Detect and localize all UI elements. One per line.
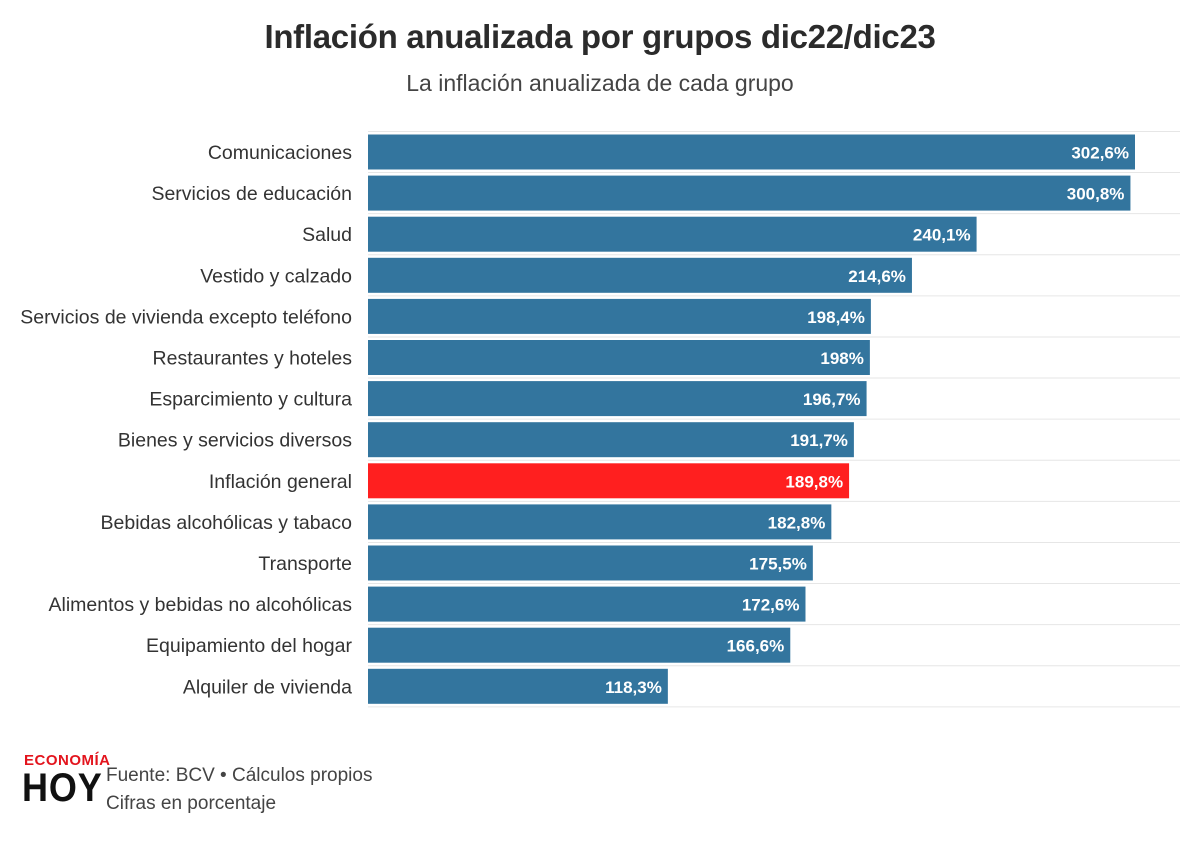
bar-value-label: 198,4% [807, 308, 865, 327]
chart-title: Inflación anualizada por grupos dic22/di… [264, 18, 936, 55]
bar-value-label: 300,8% [1067, 185, 1125, 204]
unit-line: Cifras en porcentaje [106, 793, 277, 814]
bar-value-label: 198% [820, 349, 863, 368]
bar [368, 627, 791, 663]
category-label: Vestido y calzado [200, 265, 352, 287]
category-label: Salud [302, 224, 352, 246]
bar [368, 298, 871, 334]
source-note: Fuente: BCV • Cálculos propios Cifras en… [106, 762, 372, 818]
bar-value-label: 214,6% [848, 267, 906, 286]
bar-value-label: 302,6% [1071, 144, 1129, 163]
category-label: Servicios de vivienda excepto teléfono [20, 306, 352, 328]
bar [368, 422, 854, 458]
logo-top-text: ECONOMÍA [24, 752, 111, 769]
bar-value-label: 172,6% [742, 596, 800, 615]
category-label: Inflación general [209, 471, 352, 493]
bar [368, 504, 832, 540]
bar [368, 175, 1131, 211]
bar [368, 586, 806, 622]
category-label: Transporte [258, 553, 352, 575]
bar-value-label: 175,5% [749, 555, 807, 574]
bar [368, 381, 867, 417]
bar-value-label: 189,8% [785, 472, 843, 491]
bar [368, 668, 668, 704]
bar-value-label: 191,7% [790, 431, 848, 450]
bar [368, 216, 977, 252]
bar-highlight [368, 463, 850, 499]
category-label: Servicios de educación [151, 183, 352, 205]
economia-hoy-logo: ECONOMÍA HOY [22, 752, 110, 816]
source-line: Fuente: BCV • Cálculos propios [106, 765, 373, 786]
bar-value-label: 182,8% [768, 513, 826, 532]
category-label: Alquiler de vivienda [183, 676, 352, 698]
bar-value-label: 166,6% [727, 637, 785, 656]
bar [368, 134, 1135, 170]
bar [368, 545, 813, 581]
logo-bottom-text: HOY [22, 766, 103, 810]
bar [368, 340, 870, 375]
bar-value-label: 240,1% [913, 226, 971, 245]
bar [368, 257, 912, 293]
category-label: Esparcimiento y cultura [149, 389, 352, 411]
category-label: Bienes y servicios diversos [118, 430, 352, 452]
category-label: Bebidas alcohólicas y tabaco [101, 512, 353, 534]
category-label: Comunicaciones [208, 142, 352, 164]
bar-value-label: 196,7% [803, 390, 861, 409]
bar-value-label: 118,3% [605, 678, 662, 697]
chart-subtitle: La inflación anualizada de cada grupo [406, 70, 794, 96]
category-label: Restaurantes y hoteles [153, 348, 353, 370]
category-label: Equipamiento del hogar [146, 635, 352, 657]
category-label: Alimentos y bebidas no alcohólicas [48, 594, 352, 616]
